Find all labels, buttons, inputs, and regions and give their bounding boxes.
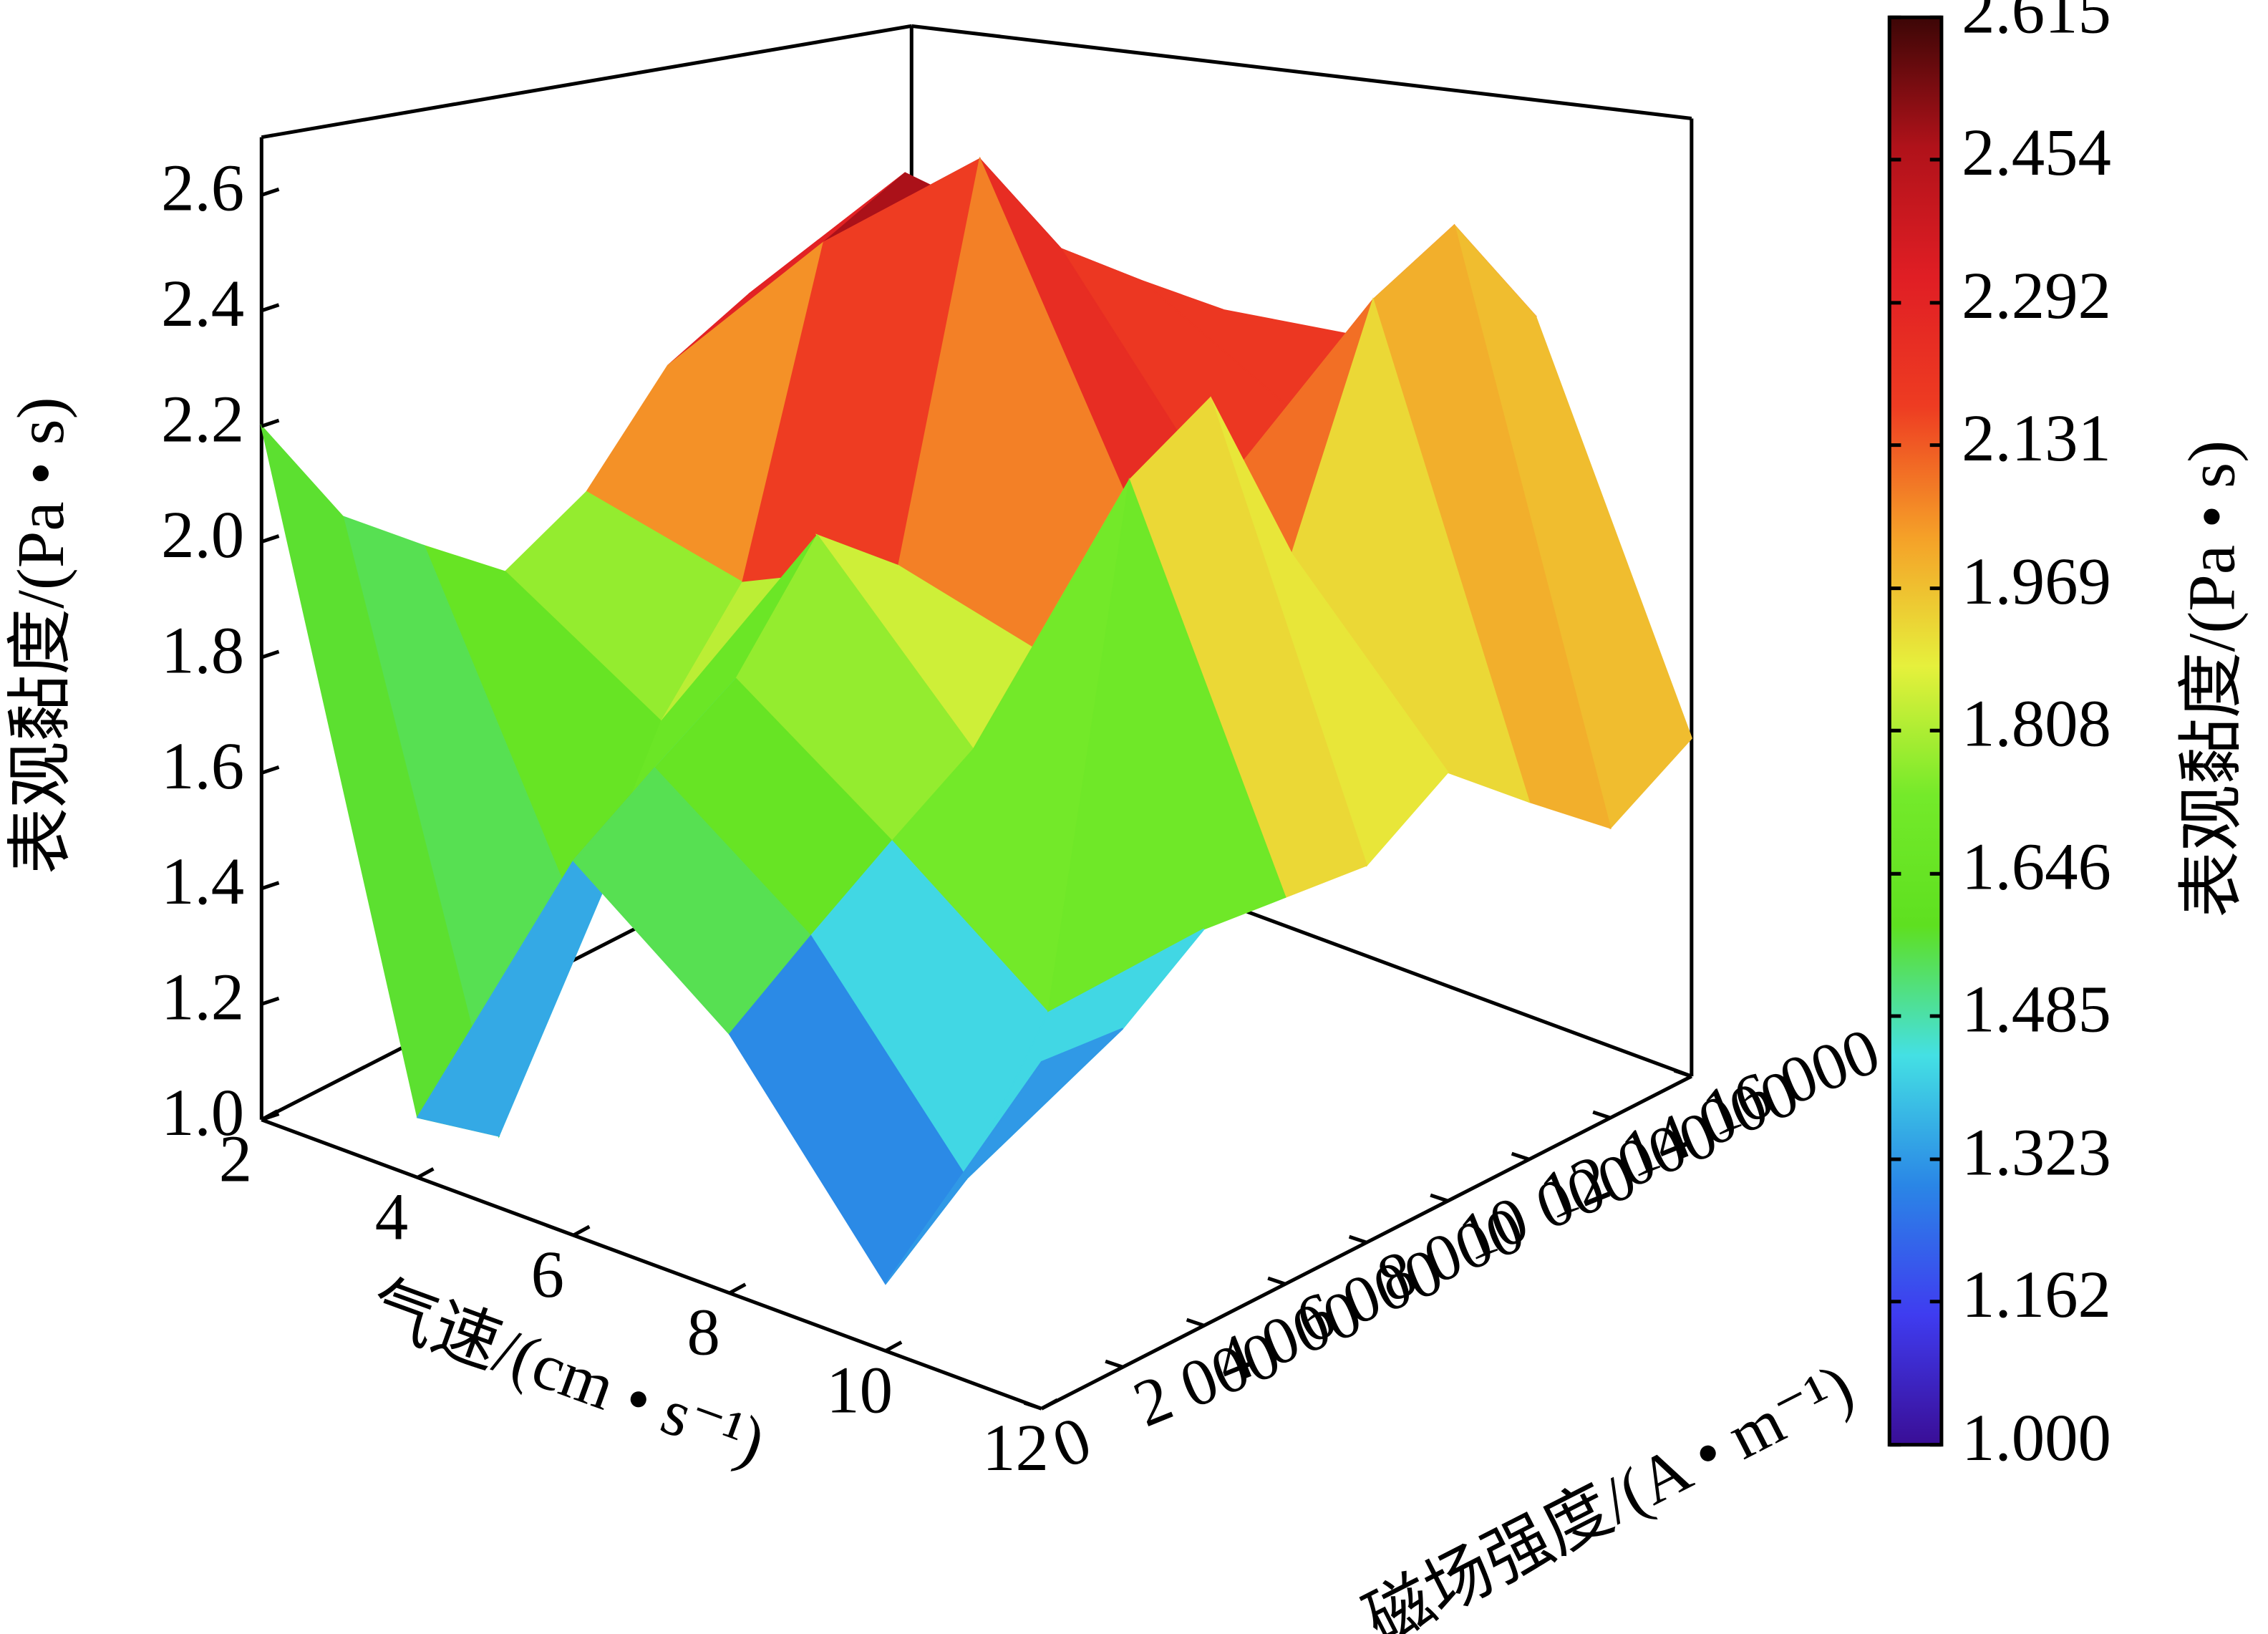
x-tick xyxy=(572,1224,591,1237)
colorbar-tick-label: 1.162 xyxy=(1962,1258,2111,1332)
z-axis-label: 表观黏度/(Pa • s) xyxy=(4,397,78,874)
x-tick xyxy=(261,1109,278,1121)
x-tick-label: 2 xyxy=(219,1123,252,1197)
y-tick xyxy=(1105,1359,1124,1369)
x-tick xyxy=(728,1282,747,1295)
z-tick xyxy=(261,303,280,313)
colorbar-tick-label: 1.808 xyxy=(1962,687,2111,761)
colorbar-label: 表观黏度/(Pa • s) xyxy=(2176,440,2249,918)
colorbar-tick-label: 1.000 xyxy=(1962,1401,2111,1475)
colorbar-tick-label: 2.615 xyxy=(1962,0,2111,48)
z-tick xyxy=(261,534,280,544)
box-edge xyxy=(911,24,1692,120)
colorbar-tick-label: 1.323 xyxy=(1962,1116,2111,1189)
y-tick xyxy=(1673,1068,1692,1078)
z-tick-label: 2.4 xyxy=(161,267,244,341)
z-tick xyxy=(261,418,280,428)
z-tick-label: 2.6 xyxy=(161,152,244,226)
surface xyxy=(260,156,1692,1285)
x-tick-label: 12 xyxy=(982,1411,1049,1485)
colorbar-tick-label: 2.454 xyxy=(1962,116,2111,190)
y-tick xyxy=(1592,1110,1612,1120)
colorbar-tick-label: 1.969 xyxy=(1962,545,2111,619)
z-tick xyxy=(261,765,280,775)
x-tick-label: 4 xyxy=(375,1180,408,1254)
x-tick-label: 8 xyxy=(687,1296,720,1370)
x-tick xyxy=(1040,1398,1059,1411)
z-tick-label: 1.4 xyxy=(161,845,244,919)
z-tick xyxy=(261,996,280,1006)
y-tick xyxy=(1186,1318,1205,1328)
z-tick xyxy=(261,881,280,891)
colorbar-tick-label: 2.292 xyxy=(1962,259,2111,333)
x-axis-line xyxy=(261,1118,1042,1411)
z-tick-label: 2.0 xyxy=(161,498,244,572)
colorbar-tick-label: 1.485 xyxy=(1962,972,2111,1046)
x-tick-label: 6 xyxy=(531,1238,564,1312)
y-axis-line xyxy=(1040,1074,1692,1411)
z-tick-label: 1.8 xyxy=(161,614,244,687)
x-tick xyxy=(884,1340,903,1353)
y-tick xyxy=(1430,1193,1449,1203)
y-tick xyxy=(1267,1276,1286,1286)
x-tick-label: 10 xyxy=(826,1353,893,1427)
z-tick-label: 1.0 xyxy=(161,1076,244,1150)
colorbar-tick-label: 1.646 xyxy=(1962,831,2111,904)
z-tick-label: 2.2 xyxy=(161,383,244,457)
y-tick xyxy=(1511,1151,1530,1161)
y-tick xyxy=(1023,1401,1042,1411)
y-tick xyxy=(1348,1234,1367,1244)
box-edge xyxy=(261,24,912,140)
surface-patch xyxy=(885,1028,1124,1285)
z-tick-label: 1.2 xyxy=(161,961,244,1035)
colorbar-tick-label: 2.131 xyxy=(1962,402,2111,475)
z-tick xyxy=(261,649,280,659)
y-axis-label: 磁场强度/(A • m⁻¹) xyxy=(1354,1349,1865,1634)
x-tick xyxy=(417,1167,435,1179)
z-tick-label: 1.6 xyxy=(161,730,244,803)
z-tick xyxy=(261,187,280,197)
y-tick-label: 0 xyxy=(1042,1402,1101,1483)
